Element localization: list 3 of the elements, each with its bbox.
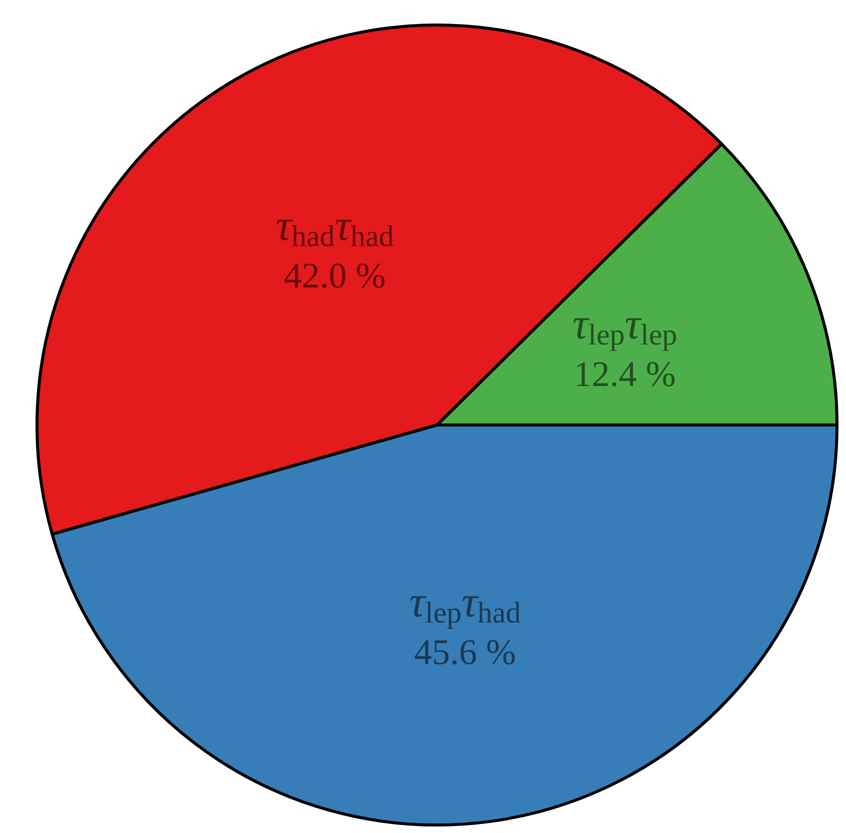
data-label: 42.0 % [284,256,386,296]
data-label: 12.4 % [574,354,676,394]
data-label: 45.6 % [414,632,516,672]
